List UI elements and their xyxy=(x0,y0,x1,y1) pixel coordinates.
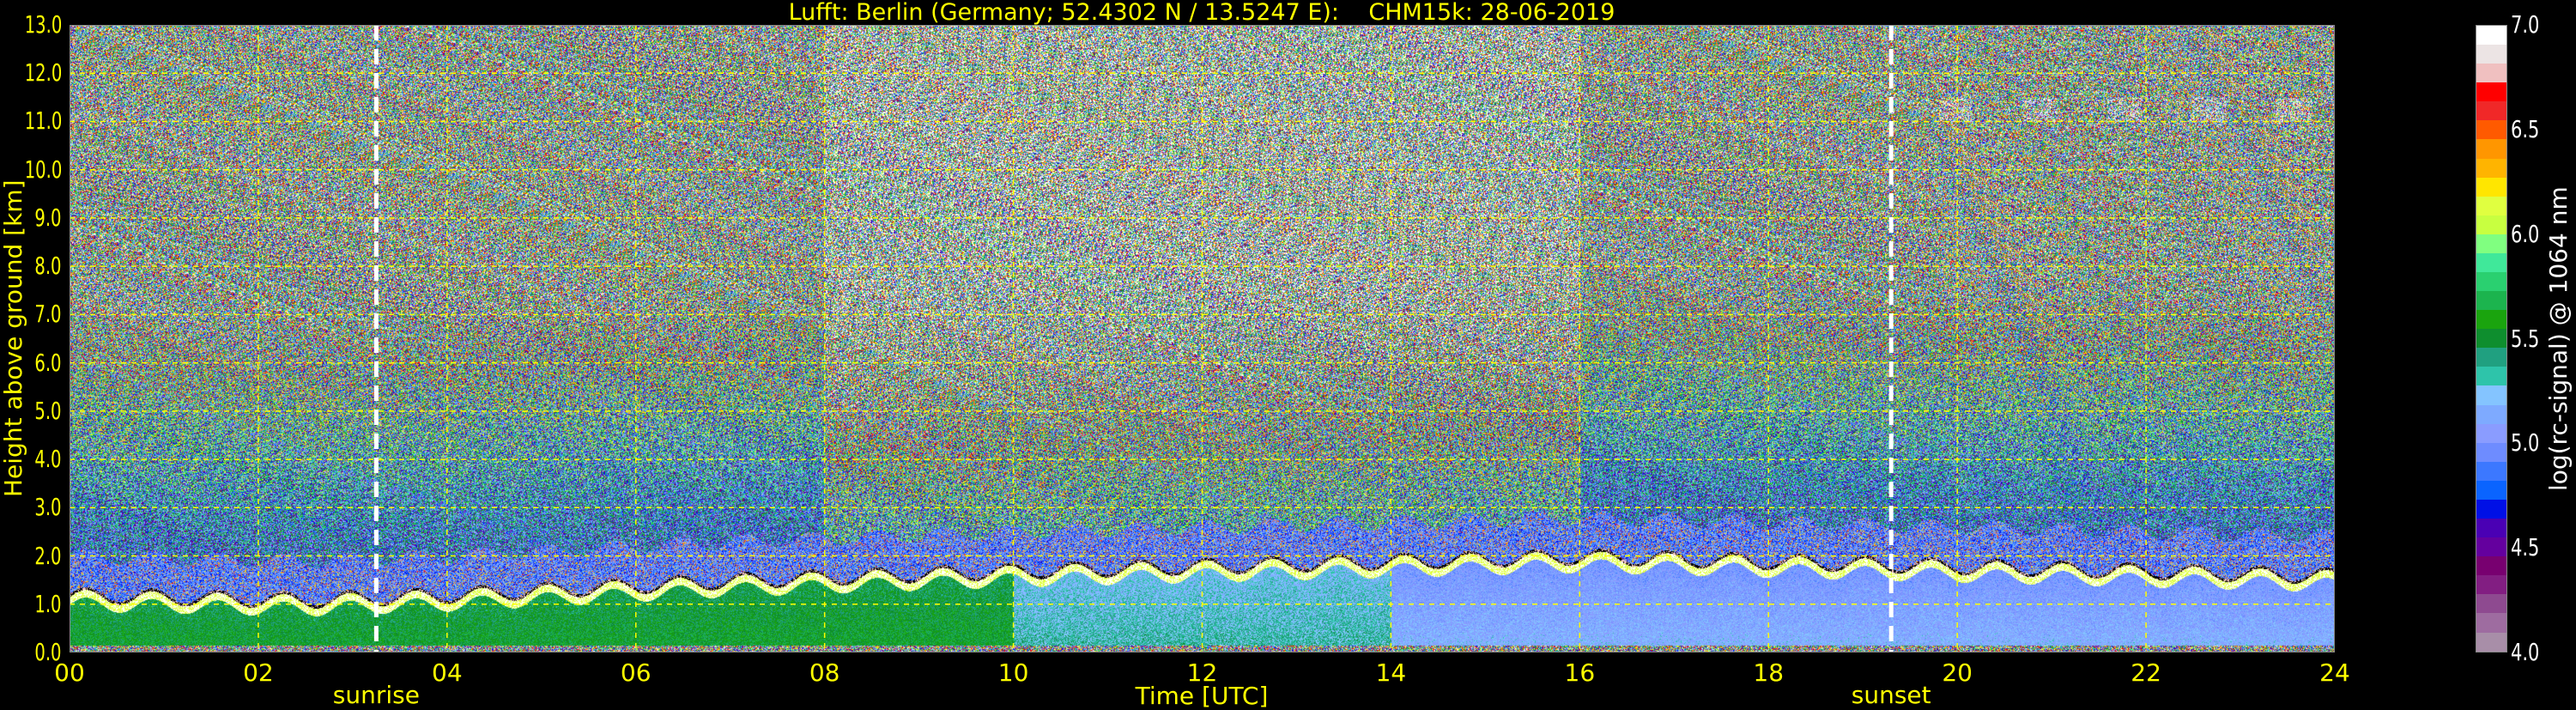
x-tick-label: 20 xyxy=(1942,658,1973,687)
x-tick-label: 04 xyxy=(432,658,463,687)
colorbar-segment xyxy=(2476,461,2506,481)
colorbar-segment xyxy=(2476,291,2506,311)
colorbar-segment xyxy=(2476,613,2506,633)
colorbar-segment xyxy=(2476,196,2506,215)
colorbar-label: log(rc-signal) @ 1064 nm xyxy=(2544,186,2573,491)
sunset-label: sunset xyxy=(1851,681,1931,709)
colorbar-segment xyxy=(2476,272,2506,292)
plot-frame xyxy=(70,25,2335,652)
x-tick-label: 12 xyxy=(1186,658,1218,687)
y-tick-label: 9.0 xyxy=(34,203,62,232)
chart-title: Lufft: Berlin (Germany; 52.4302 N / 13.5… xyxy=(788,0,1615,26)
y-tick-label: 6.0 xyxy=(34,348,62,377)
colorbar-segment xyxy=(2476,537,2506,557)
colorbar xyxy=(2476,25,2507,652)
plot-overlay xyxy=(70,25,2335,652)
colorbar-tick-label: 6.0 xyxy=(2511,219,2540,248)
colorbar-tick-label: 4.5 xyxy=(2511,533,2540,562)
x-tick-label: 24 xyxy=(2319,658,2350,687)
colorbar-segment xyxy=(2476,385,2506,405)
y-tick-label: 3.0 xyxy=(34,493,62,522)
y-axis-label: Height above ground [km] xyxy=(0,179,27,498)
colorbar-segment xyxy=(2476,45,2506,64)
x-tick-label: 16 xyxy=(1564,658,1596,687)
colorbar-segment xyxy=(2476,519,2506,538)
colorbar-segment xyxy=(2476,442,2506,462)
colorbar-tick-label: 7.0 xyxy=(2511,10,2540,39)
x-tick-label: 14 xyxy=(1375,658,1407,687)
y-tick-label: 0.0 xyxy=(34,638,62,666)
x-tick-label: 18 xyxy=(1753,658,1785,687)
colorbar-segment xyxy=(2476,64,2506,83)
colorbar-segment xyxy=(2476,329,2506,349)
colorbar-segment xyxy=(2476,367,2506,386)
x-tick-label: 10 xyxy=(997,658,1029,687)
colorbar-segment xyxy=(2476,120,2506,140)
colorbar-segment xyxy=(2476,177,2506,197)
y-tick-label: 7.0 xyxy=(34,300,62,329)
colorbar-segment xyxy=(2476,101,2506,121)
x-tick-label: 06 xyxy=(620,658,652,687)
colorbar-tick-label: 4.0 xyxy=(2511,638,2540,666)
y-tick-label: 1.0 xyxy=(34,589,62,618)
colorbar-segment xyxy=(2476,234,2506,253)
y-tick-label: 12.0 xyxy=(24,58,62,88)
colorbar-segment xyxy=(2476,594,2506,614)
colorbar-segment xyxy=(2476,310,2506,330)
y-tick-label: 5.0 xyxy=(34,396,62,425)
colorbar-segment xyxy=(2476,26,2506,46)
y-tick-label: 13.0 xyxy=(24,10,62,39)
colorbar-segment xyxy=(2476,82,2506,102)
x-axis-label: Time [UTC] xyxy=(1135,682,1269,710)
x-tick-label: 02 xyxy=(243,658,274,687)
colorbar-segment xyxy=(2476,556,2506,576)
colorbar-tick-label: 6.5 xyxy=(2511,114,2540,143)
y-tick-label: 8.0 xyxy=(34,252,62,281)
y-tick-label: 2.0 xyxy=(34,541,62,570)
colorbar-segment xyxy=(2476,480,2506,500)
x-tick-label: 22 xyxy=(2131,658,2161,687)
y-tick-label: 4.0 xyxy=(34,445,62,474)
y-tick-label: 11.0 xyxy=(24,106,62,136)
colorbar-segment xyxy=(2476,252,2506,273)
y-tick-label: 10.0 xyxy=(24,155,62,184)
colorbar-tick-label: 5.0 xyxy=(2511,428,2540,458)
colorbar-tick-label: 5.5 xyxy=(2511,324,2540,353)
sunrise-label: sunrise xyxy=(332,681,420,709)
colorbar-segment xyxy=(2476,348,2506,367)
colorbar-segment xyxy=(2476,632,2506,652)
plot-area xyxy=(70,25,2335,652)
colorbar-segment xyxy=(2476,158,2506,178)
colorbar-segment xyxy=(2476,423,2506,443)
colorbar-segment xyxy=(2476,404,2506,424)
x-tick-label: 08 xyxy=(809,658,840,687)
colorbar-segment xyxy=(2476,139,2506,159)
colorbar-segment xyxy=(2476,575,2506,595)
x-tick-label: 00 xyxy=(54,658,85,687)
colorbar-segment xyxy=(2476,215,2506,234)
colorbar-segment xyxy=(2476,499,2506,519)
